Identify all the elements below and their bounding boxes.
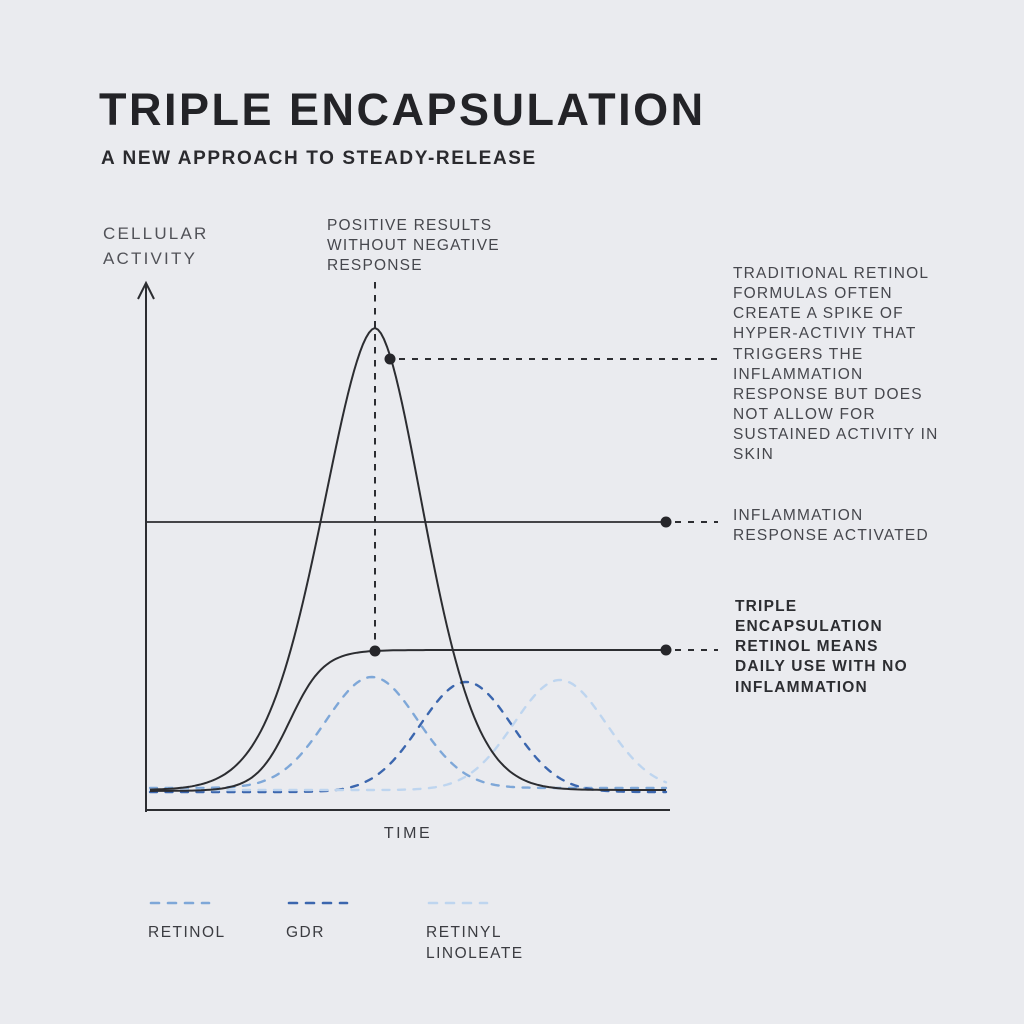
annotation-positive-results: POSITIVE RESULTS WITHOUT NEGATIVE RESPON… [327,217,500,275]
annotation-triple-encapsulation: TRIPLE ENCAPSULATION RETINOL MEANS DAILY… [735,598,908,696]
curve-retinol-release [148,675,668,790]
dot-plateau-marker [369,645,381,657]
legend-item-gdr: GDR [286,894,350,944]
dot-spike-marker [384,353,396,365]
legend-label: RETINOL [148,924,226,941]
page-subtitle: A NEW APPROACH TO STEADY-RELEASE [101,148,537,169]
y-axis-label: CELLULAR ACTIVITY [103,224,209,268]
x-axis-label: TIME [383,825,433,842]
curve-traditional-retinol-spike [149,326,666,791]
curve-triple-encapsulation-steady [150,649,666,792]
curve-gdr-release [148,680,668,794]
legend-label: GDR [286,924,325,941]
legend-swatch-gdr-icon [287,901,349,905]
annotation-traditional-retinol: TRADITIONAL RETINOL FORMULAS OFTEN CREAT… [733,265,939,464]
dot-plateau-end-marker [660,644,672,656]
page-title: TRIPLE ENCAPSULATION [99,84,706,135]
legend-item-retinol: RETINOL [148,894,226,944]
annotation-inflammation-response: INFLAMMATION RESPONSE ACTIVATED [733,507,929,545]
legend-item-retinyl-linoleate: RETINYL LINOLEATE [426,894,524,965]
legend-swatch-retinol-icon [149,901,211,905]
y-axis-arrow-icon [137,280,155,300]
legend-label: RETINYL LINOLEATE [426,924,524,962]
dot-threshold-marker [660,516,672,528]
legend-swatch-retinyl-linoleate-icon [427,901,489,905]
